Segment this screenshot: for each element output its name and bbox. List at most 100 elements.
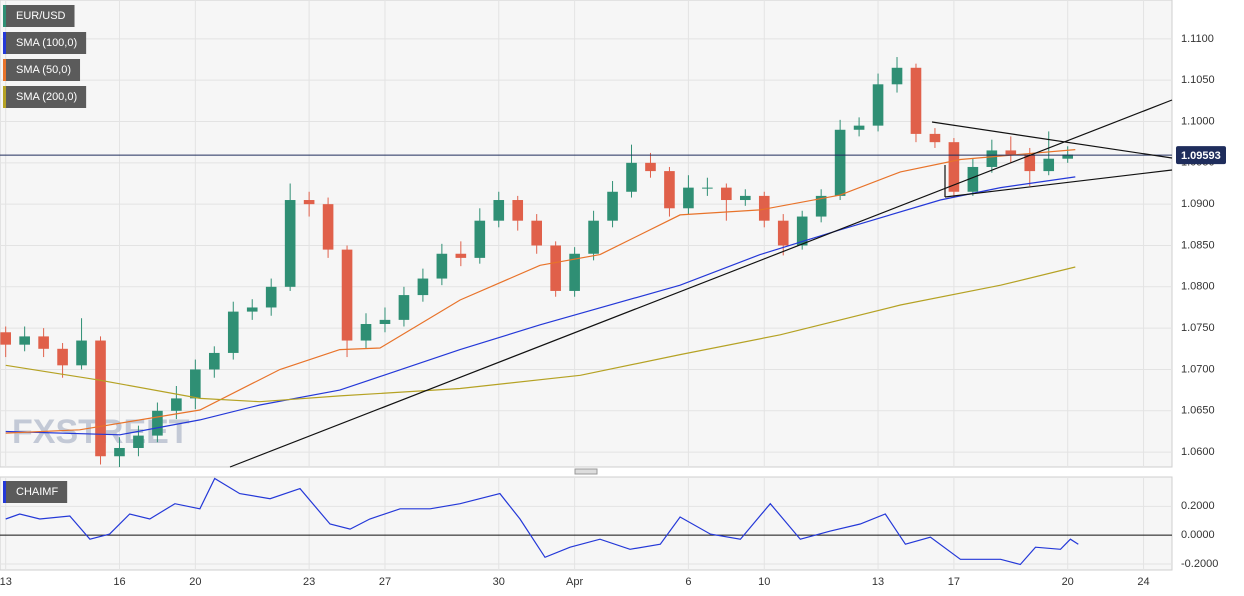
candle-body [38, 336, 49, 349]
candle-body [95, 340, 106, 457]
x-tick-label: 6 [685, 576, 691, 588]
main-plot-area [0, 0, 1173, 468]
candle-body [569, 253, 580, 291]
series-line [5, 176, 1076, 436]
candle-body [1043, 158, 1055, 172]
candle-body [379, 319, 391, 325]
candle-body [891, 67, 903, 85]
legend-label: CHAIMF [16, 486, 58, 498]
legend-swatch [3, 86, 6, 108]
x-tick-label: 24 [1137, 576, 1149, 588]
candle-body [967, 166, 979, 192]
candle-body [265, 286, 277, 308]
x-tick-label: 13 [0, 576, 12, 588]
candle-body [910, 67, 922, 134]
candle-body [626, 162, 637, 192]
candle-body [398, 295, 410, 320]
candle-body [550, 245, 561, 291]
candle-body [493, 200, 505, 221]
legend-label: SMA (200,0) [16, 91, 77, 103]
candle-body [872, 84, 884, 126]
current-price-box [1176, 146, 1226, 165]
y-tick-label: 1.1100 [1181, 33, 1214, 45]
y-tick-label: -0.2000 [1181, 558, 1218, 570]
candle-body [664, 171, 675, 209]
x-tick-label: Apr [566, 576, 583, 588]
legend-box [3, 59, 81, 81]
x-tick-label: 27 [379, 576, 391, 588]
candle-body [777, 220, 789, 246]
candle-body [531, 220, 543, 246]
y-tick-label: 1.0900 [1181, 198, 1215, 210]
legend-box [3, 32, 87, 54]
candle-body [303, 200, 315, 205]
candle-body [360, 324, 372, 341]
candle-body [607, 191, 618, 221]
candle-body [702, 187, 713, 189]
candle-body [322, 204, 334, 250]
legend-label: SMA (50,0) [16, 64, 71, 76]
indicator-plot-area [0, 476, 1173, 571]
trend-line [944, 169, 1173, 198]
candle-body [739, 195, 751, 201]
candle-body [1005, 150, 1017, 155]
x-tick-label: 10 [758, 576, 770, 588]
candle-body [171, 398, 182, 411]
legend-box [3, 86, 87, 108]
candle-body [796, 216, 808, 246]
candle-body [512, 200, 524, 221]
legend-swatch [3, 32, 6, 54]
candle-body [986, 150, 998, 167]
candle-body [1062, 154, 1074, 159]
candle-body [76, 340, 87, 366]
x-tick-label: 13 [872, 576, 884, 588]
x-tick-label: 30 [493, 576, 505, 588]
y-tick-label: 1.0700 [1181, 363, 1215, 375]
candle-body [284, 200, 296, 287]
candle-body [948, 142, 960, 192]
legend-swatch [3, 481, 6, 503]
legend-box [3, 5, 75, 27]
candle-body [1024, 154, 1036, 172]
candle-body [815, 195, 827, 217]
series-line [5, 477, 1079, 566]
candle-body [246, 307, 258, 312]
y-tick-label: 1.1000 [1181, 115, 1215, 127]
series-line [5, 149, 1076, 434]
x-tick-label: 23 [303, 576, 315, 588]
candle-body [683, 187, 694, 209]
candle-body [588, 220, 599, 254]
candle-body [57, 348, 68, 366]
candle-body [227, 311, 239, 353]
legend-label: SMA (100,0) [16, 37, 77, 49]
y-tick-label: 1.0750 [1181, 322, 1215, 334]
y-tick-label: 1.1050 [1181, 74, 1215, 86]
trend-line [931, 121, 1173, 159]
legend-swatch [3, 59, 6, 81]
y-tick-label: 0.0000 [1181, 529, 1215, 541]
current-price-label: 1.09593 [1181, 150, 1221, 162]
candle-body [436, 253, 448, 279]
candle-body [834, 129, 846, 196]
y-tick-label: 1.0800 [1181, 281, 1215, 293]
candle-body [645, 162, 656, 172]
candle-body [758, 195, 770, 221]
y-tick-label: 0.2000 [1181, 500, 1215, 512]
legend-swatch [3, 5, 6, 27]
candle-body [19, 336, 30, 345]
x-tick-label: 16 [113, 576, 125, 588]
y-tick-label: 1.0850 [1181, 239, 1215, 251]
candle-body [853, 125, 865, 130]
x-tick-label: 20 [189, 576, 201, 588]
candle-body [190, 369, 201, 399]
trend-lines [229, 99, 1173, 468]
candle-body [133, 435, 144, 448]
candle-body [929, 133, 941, 143]
candle-body [417, 278, 429, 296]
legend-box [3, 481, 68, 503]
trend-line [229, 99, 1173, 468]
y-tick-label: 1.0600 [1181, 446, 1215, 458]
panel-resizer[interactable] [574, 468, 598, 475]
y-tick-label: 1.0650 [1181, 405, 1215, 417]
